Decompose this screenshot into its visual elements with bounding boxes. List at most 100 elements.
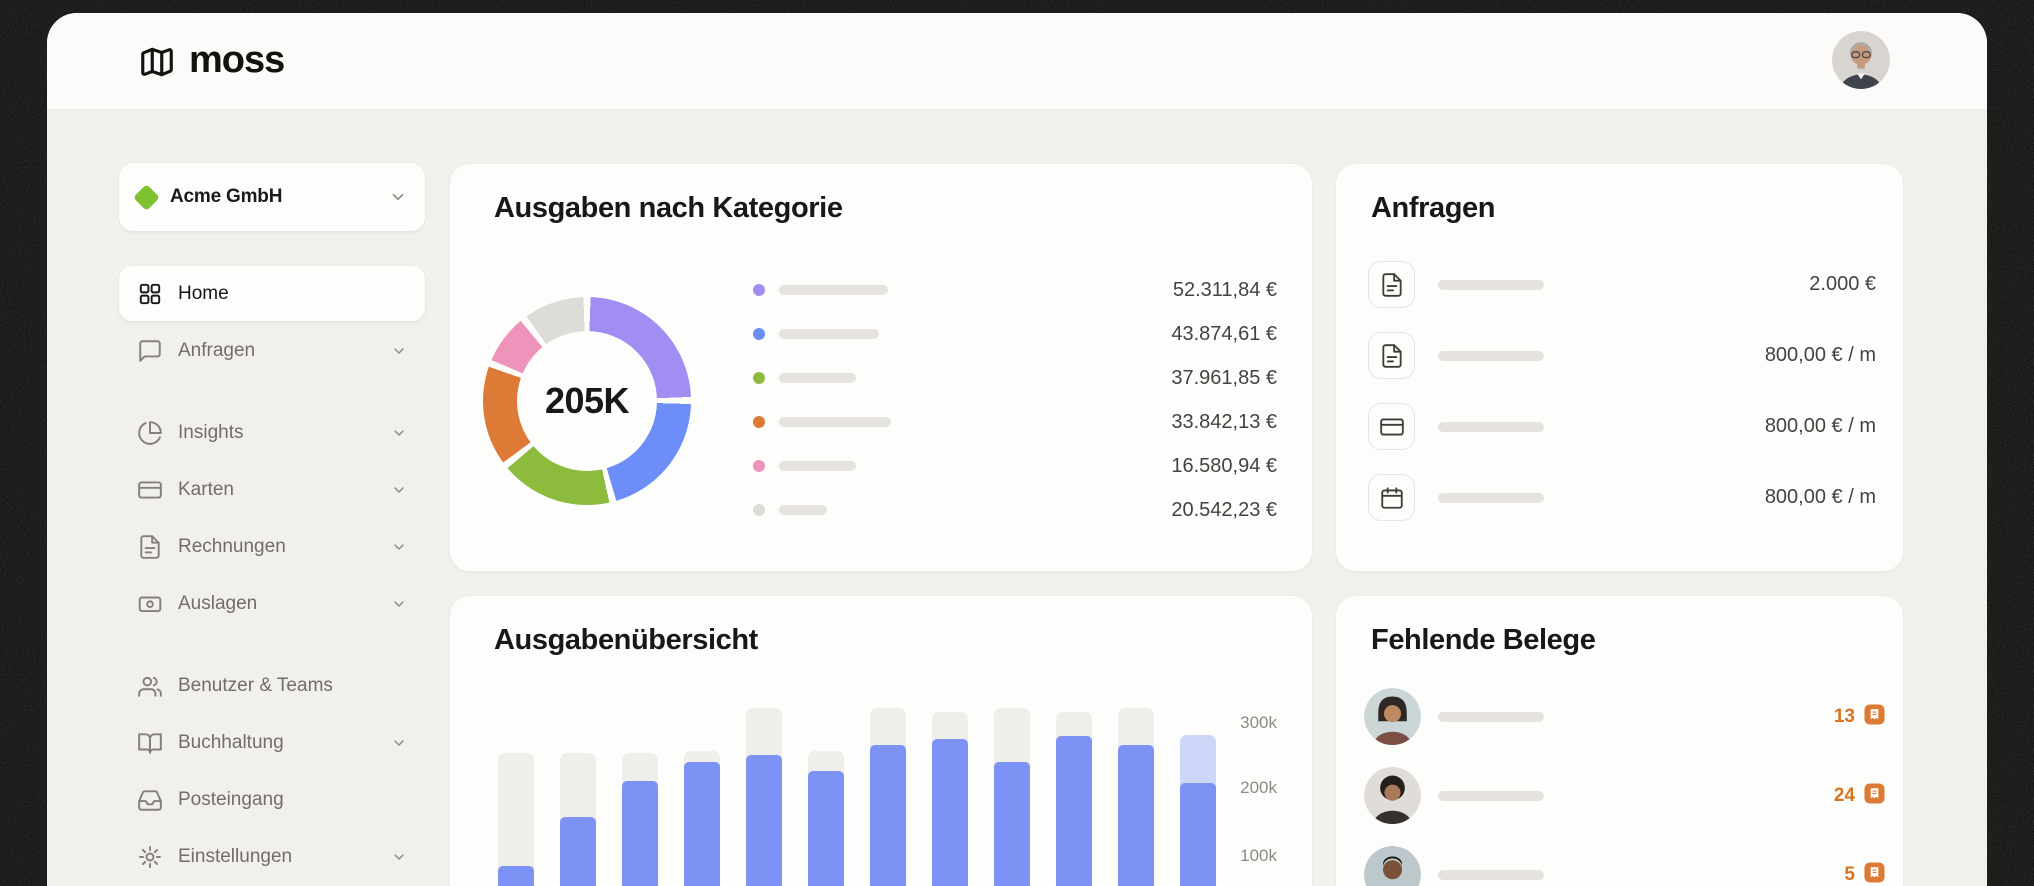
chevron-down-icon [391, 425, 407, 441]
sidebar-item-label: Home [178, 282, 229, 304]
inbox-icon [137, 787, 163, 813]
sidebar-item-label: Auslagen [178, 592, 258, 614]
receipt-badge-icon [1864, 703, 1885, 730]
belege-list: 13 24 [1364, 677, 1885, 886]
anfrage-row[interactable]: 800,00 € / m [1368, 462, 1876, 533]
placeholder-bar [779, 417, 891, 427]
bar-group[interactable] [1056, 681, 1092, 886]
legend-amount: 33.842,13 € [1171, 410, 1277, 433]
top-bar: moss [47, 13, 1987, 110]
sidebar-item-rechnungen[interactable]: Rechnungen [119, 519, 425, 574]
user-avatar[interactable] [1832, 31, 1890, 89]
sidebar-item-einstellungen[interactable]: Einstellungen [119, 829, 425, 884]
legend-dot [753, 504, 765, 516]
sidebar-item-benutzer-teams[interactable]: Benutzer & Teams [119, 658, 425, 713]
beleg-row[interactable]: 5 [1364, 835, 1885, 886]
bar-group[interactable] [808, 681, 844, 886]
sidebar-item-label: Anfragen [178, 339, 256, 361]
anfrage-amount: 800,00 € / m [1764, 486, 1876, 508]
bar-group[interactable] [498, 681, 534, 886]
bar-fill [1118, 745, 1154, 886]
legend-dot [753, 284, 765, 296]
bar-group[interactable] [1180, 681, 1216, 886]
avatar [1364, 688, 1421, 745]
anfrage-row[interactable]: 800,00 € / m [1368, 391, 1876, 462]
placeholder-bar [779, 285, 888, 295]
legend-dot [753, 372, 765, 384]
credit-card-icon [137, 477, 163, 503]
bar-group[interactable] [560, 681, 596, 886]
bar-fill [622, 781, 658, 886]
bar-fill [684, 762, 720, 886]
anfrage-row[interactable]: 2.000 € [1368, 249, 1876, 320]
bar-group[interactable] [870, 681, 906, 886]
chevron-down-icon [391, 735, 407, 751]
sidebar-item-auslagen[interactable]: Auslagen [119, 576, 425, 631]
card-title: Ausgabenübersicht [494, 624, 758, 656]
sidebar-item-karten[interactable]: Karten [119, 462, 425, 517]
placeholder-bar [1438, 492, 1544, 503]
file-text-icon [1368, 261, 1415, 308]
bar-group[interactable] [622, 681, 658, 886]
sidebar-item-label: Karten [178, 478, 234, 500]
bar-group[interactable] [994, 681, 1030, 886]
count-group: 5 [1844, 861, 1885, 886]
placeholder-bar [1438, 869, 1544, 880]
placeholder-bar [779, 329, 879, 339]
legend-amount: 37.961,85 € [1171, 366, 1277, 389]
bar-group[interactable] [746, 681, 782, 886]
beleg-row[interactable]: 13 [1364, 677, 1885, 756]
chevron-down-icon [391, 596, 407, 612]
y-axis-tick: 100k [1240, 846, 1277, 865]
pie-chart-icon [137, 420, 163, 446]
legend-row: 20.542,23 € [753, 488, 1277, 532]
sidebar-item-anfragen[interactable]: Anfragen [119, 323, 425, 378]
bar-track [498, 753, 534, 886]
users-icon [137, 673, 163, 699]
grid-icon [137, 281, 163, 307]
legend-amount: 43.874,61 € [1171, 322, 1277, 345]
placeholder-bar [779, 373, 856, 383]
bar-fill [870, 745, 906, 886]
count-group: 13 [1834, 703, 1885, 730]
sidebar-item-buchhaltung[interactable]: Buchhaltung [119, 715, 425, 770]
placeholder-bar [1438, 711, 1544, 722]
donut-legend: 52.311,84 € 43.874,61 € 37.961,85 € 33.8… [753, 268, 1277, 532]
calendar-icon [1368, 474, 1415, 521]
missing-receipt-count: 5 [1844, 863, 1855, 885]
placeholder-bar [1438, 790, 1544, 801]
legend-row: 43.874,61 € [753, 312, 1277, 356]
chat-icon [137, 338, 163, 364]
logo: moss [136, 37, 285, 87]
avatar [1364, 767, 1421, 824]
sidebar-item-home[interactable]: Home [119, 266, 425, 321]
sidebar-item-posteingang[interactable]: Posteingang [119, 772, 425, 827]
company-selector[interactable]: Acme GmbH [119, 163, 425, 231]
bar-group[interactable] [932, 681, 968, 886]
beleg-row[interactable]: 24 [1364, 756, 1885, 835]
legend-dot [753, 460, 765, 472]
card-ausgaben-nach-kategorie: Ausgaben nach Kategorie 205K 52.311,84 €… [449, 163, 1313, 572]
donut-hole: 205K [517, 331, 657, 471]
missing-receipt-count: 24 [1833, 784, 1855, 806]
file-text-icon [137, 534, 163, 560]
bar-fill [498, 866, 534, 886]
sidebar-group-divider [119, 633, 425, 658]
anfrage-row[interactable]: 800,00 € / m [1368, 320, 1876, 391]
card-title: Anfragen [1371, 192, 1496, 224]
bar-group[interactable] [1118, 681, 1154, 886]
donut-chart[interactable]: 205K [483, 297, 691, 505]
legend-row: 16.580,94 € [753, 444, 1277, 488]
y-axis-tick: 200k [1240, 778, 1277, 797]
y-axis-tick: 300k [1240, 713, 1277, 732]
placeholder-bar [1438, 279, 1544, 290]
chevron-down-icon [391, 849, 407, 865]
gear-icon [137, 844, 163, 870]
anfrage-amount: 2.000 € [1809, 273, 1876, 295]
sidebar-item-insights[interactable]: Insights [119, 405, 425, 460]
sidebar-group-divider [119, 380, 425, 405]
bar-group[interactable] [684, 681, 720, 886]
legend-amount: 52.311,84 € [1172, 278, 1277, 301]
bar-fill [1180, 783, 1216, 886]
